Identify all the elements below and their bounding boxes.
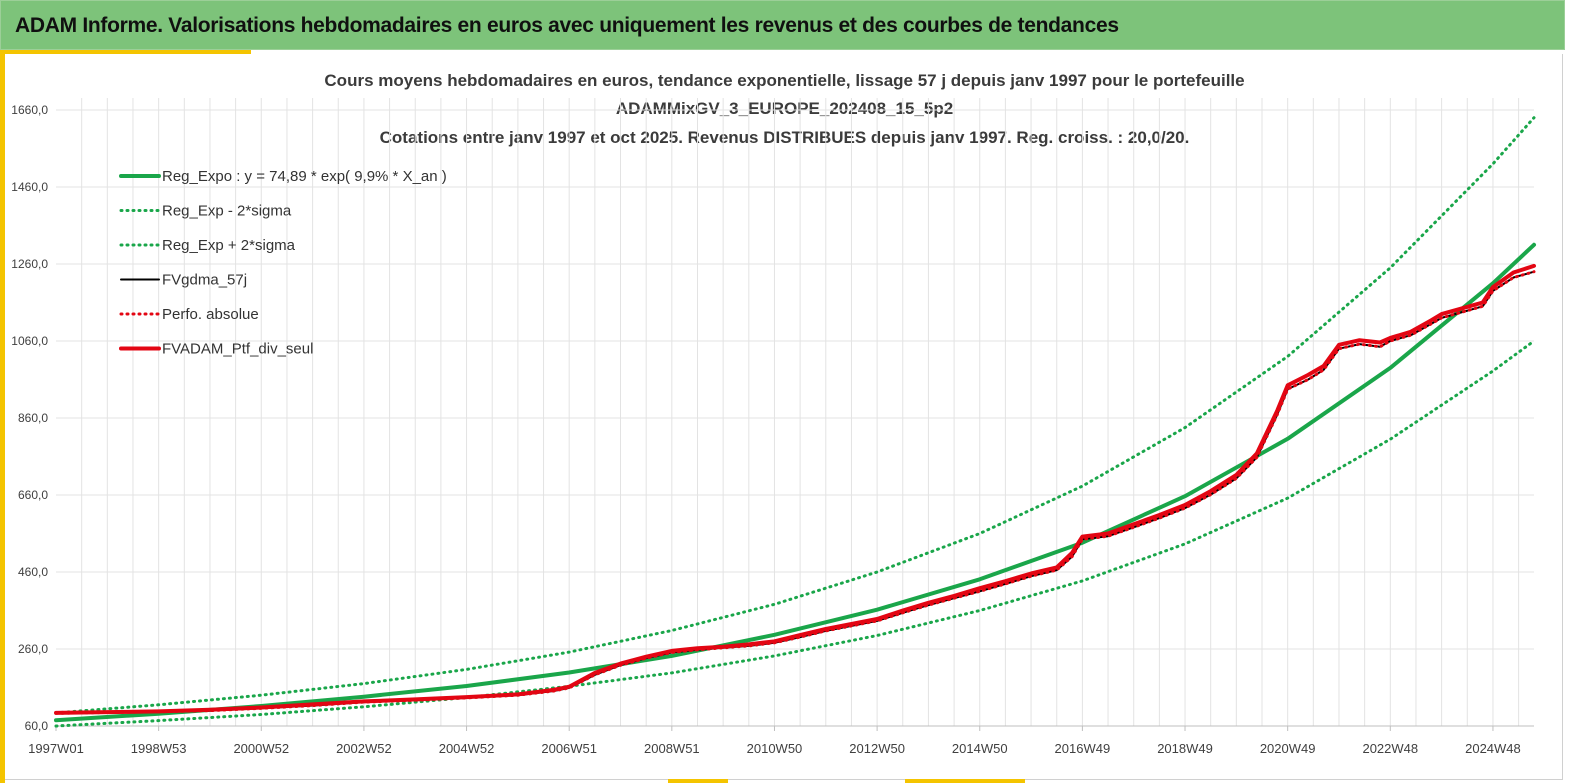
x-tick-label: 2024W48: [1465, 741, 1521, 756]
chart-title-line-2: ADAMMixGV_3_EUROPE_202408_15_5p2: [615, 99, 954, 118]
chart-title-line-3: Cotations entre janv 1997 et oct 2025. R…: [379, 128, 1190, 147]
y-tick-label: 460,0: [18, 565, 48, 579]
legend-label: Reg_Exp + 2*sigma: [162, 237, 296, 254]
series-line-2: [54, 116, 1536, 715]
x-tick-label: 1998W53: [131, 741, 187, 756]
accent-top-stripe: [0, 50, 251, 54]
x-tick-label: 2008W51: [644, 741, 700, 756]
x-tick-label: 2012W50: [849, 741, 905, 756]
x-tick-label: 1997W01: [28, 741, 84, 756]
x-tick-label: 2006W51: [541, 741, 597, 756]
legend-label: FVgdma_57j: [162, 272, 247, 289]
y-tick-label: 1660,0: [11, 103, 48, 117]
y-tick-label: 260,0: [18, 642, 48, 656]
series-line-4: [54, 270, 1536, 715]
series-line-1: [54, 339, 1536, 728]
legend-label: FVADAM_Ptf_div_seul: [162, 341, 313, 358]
report-banner: ADAM Informe. Valorisations hebdomadaire…: [0, 0, 1565, 50]
legend-label: Perfo. absolue: [162, 306, 259, 323]
bottom-accent-1: [668, 779, 728, 783]
chart-frame: [5, 54, 1563, 780]
x-tick-label: 2004W52: [439, 741, 495, 756]
x-tick-label: 2022W48: [1362, 741, 1418, 756]
legend-label: Reg_Expo : y = 74,89 * exp( 9,9% * X_an …: [162, 168, 447, 185]
y-tick-label: 660,0: [18, 488, 48, 502]
legend-label: Reg_Exp - 2*sigma: [162, 203, 292, 220]
accent-left-stripe: [0, 50, 5, 783]
series-line-3: [55, 270, 1535, 715]
report-title: ADAM Informe. Valorisations hebdomadaire…: [15, 14, 1119, 37]
x-tick-label: 2018W49: [1157, 741, 1213, 756]
x-tick-label: 2000W52: [233, 741, 289, 756]
x-tick-label: 2016W49: [1055, 741, 1111, 756]
bottom-accent-2: [905, 779, 1025, 783]
x-tick-label: 2020W49: [1260, 741, 1316, 756]
y-tick-label: 60,0: [25, 719, 49, 733]
y-tick-label: 1260,0: [11, 257, 48, 271]
x-tick-label: 2010W50: [747, 741, 803, 756]
chart-title-line-1: Cours moyens hebdomadaires en euros, ten…: [324, 71, 1245, 90]
y-tick-label: 860,0: [18, 411, 48, 425]
series-line-5: [54, 263, 1536, 715]
y-tick-label: 1460,0: [11, 180, 48, 194]
x-tick-label: 2014W50: [952, 741, 1008, 756]
x-tick-label: 2002W52: [336, 741, 392, 756]
series-line-0: [54, 242, 1536, 723]
y-tick-label: 1060,0: [11, 334, 48, 348]
